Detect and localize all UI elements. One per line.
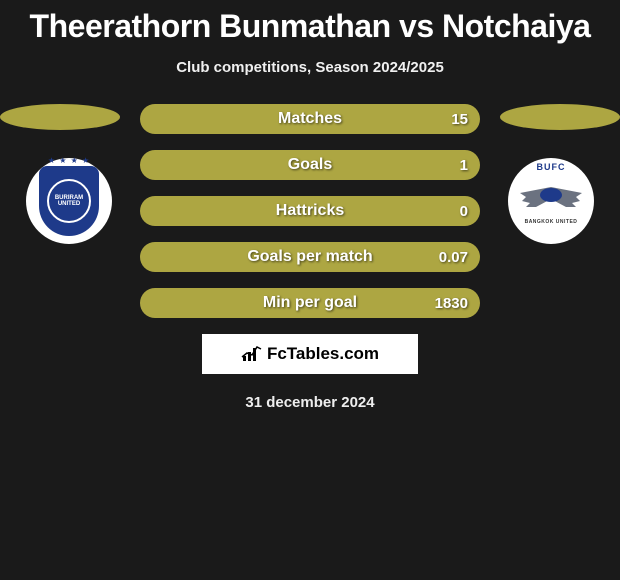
- crest-text: BURIRAM UNITED: [47, 179, 91, 223]
- subtitle: Club competitions, Season 2024/2025: [0, 59, 620, 76]
- right-ellipse-decor: [500, 104, 620, 130]
- stat-label: Min per goal: [263, 294, 357, 312]
- chart-icon: [241, 345, 263, 363]
- right-club-logo: BUFC BANGKOK UNITED: [508, 158, 594, 244]
- stat-right-value: 1830: [435, 295, 468, 312]
- stat-label: Matches: [278, 110, 342, 128]
- stat-right-value: 15: [451, 111, 468, 128]
- left-club-logo: ★ ★ ★ ★ BURIRAM UNITED: [26, 158, 112, 244]
- crest-shape: BURIRAM UNITED: [39, 166, 99, 236]
- stars-icon: ★ ★ ★ ★: [48, 156, 90, 165]
- stat-label: Hattricks: [276, 202, 344, 220]
- stat-right-value: 0.07: [439, 249, 468, 266]
- page-title: Theerathorn Bunmathan vs Notchaiya: [0, 0, 620, 45]
- comparison-area: ★ ★ ★ ★ BURIRAM UNITED BUFC BANGKOK UNIT…: [0, 104, 620, 411]
- footer-date: 31 december 2024: [0, 394, 620, 411]
- right-club-tagline: BANGKOK UNITED: [525, 219, 578, 225]
- stat-right-value: 1: [460, 157, 468, 174]
- stat-row: Hattricks 0: [140, 196, 480, 226]
- stat-right-value: 0: [460, 203, 468, 220]
- stat-rows: Matches 15 Goals 1 Hattricks 0 Goals per…: [140, 104, 480, 318]
- stat-row: Min per goal 1830: [140, 288, 480, 318]
- right-club-badge-text: BUFC: [537, 162, 566, 172]
- stat-row: Goals per match 0.07: [140, 242, 480, 272]
- stat-label: Goals per match: [247, 248, 372, 266]
- brand-box: FcTables.com: [202, 334, 418, 374]
- stat-row: Goals 1: [140, 150, 480, 180]
- stat-label: Goals: [288, 156, 332, 174]
- stat-row: Matches 15: [140, 104, 480, 134]
- left-ellipse-decor: [0, 104, 120, 130]
- wings-icon: [512, 177, 590, 217]
- brand-text: FcTables.com: [267, 344, 379, 364]
